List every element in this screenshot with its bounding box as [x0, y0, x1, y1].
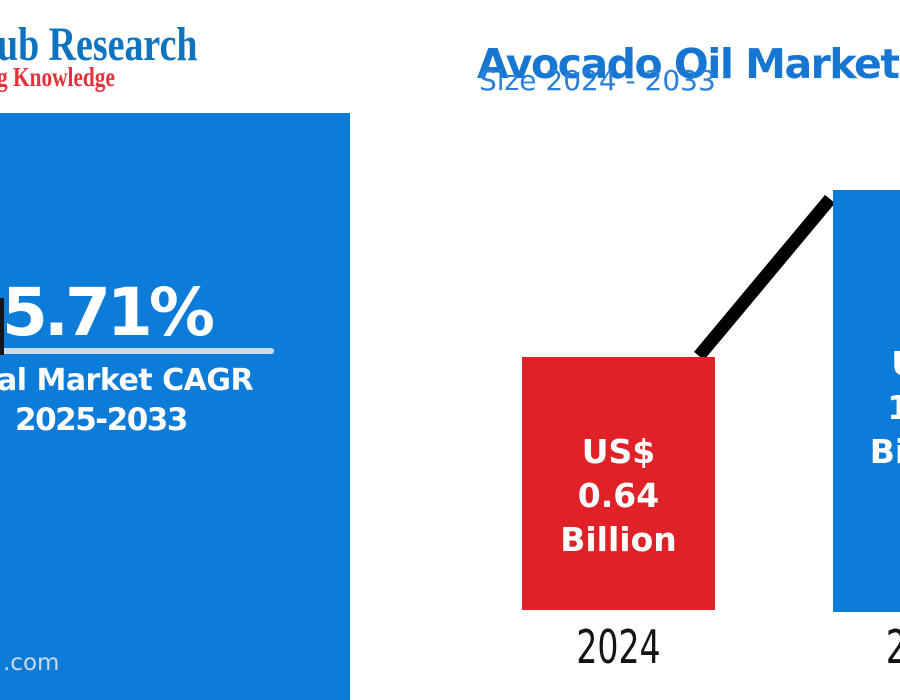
logo-brand-text: ub Research	[0, 18, 198, 71]
logo-tagline-text: g Knowledge	[0, 62, 115, 92]
axis-label-2024: 2024	[576, 620, 661, 674]
axis-label-2033: 2033	[860, 623, 900, 671]
bar-2033-value-line1: US$	[891, 342, 900, 386]
page-subtitle: Size 2024 - 2033	[479, 64, 716, 97]
bar-2033-value-line3: Billion	[869, 432, 900, 471]
bar-2024-value-line3: Billion	[560, 520, 677, 559]
divider-line	[0, 348, 274, 354]
cropped-edge-artifact	[0, 298, 4, 355]
bar-2033-value-line2: 1.06	[887, 388, 900, 427]
cagr-value: 5.71%	[2, 274, 215, 351]
bar-2024: US$ 0.64 Billion	[522, 357, 715, 610]
cagr-period: 2025-2033	[15, 402, 188, 438]
cagr-label: Global Market CAGR	[0, 363, 254, 398]
bar-2024-value-line2: 0.64	[577, 476, 660, 515]
page-title: Avocado Oil Market	[477, 40, 900, 89]
cagr-panel: 5.71% Global Market CAGR 2025-2033 .com	[0, 113, 350, 700]
bar-2024-value-line1: US$	[581, 432, 656, 471]
website-url-fragment: .com	[3, 650, 60, 676]
bar-2033: US$ 1.06 Billion	[833, 190, 900, 612]
